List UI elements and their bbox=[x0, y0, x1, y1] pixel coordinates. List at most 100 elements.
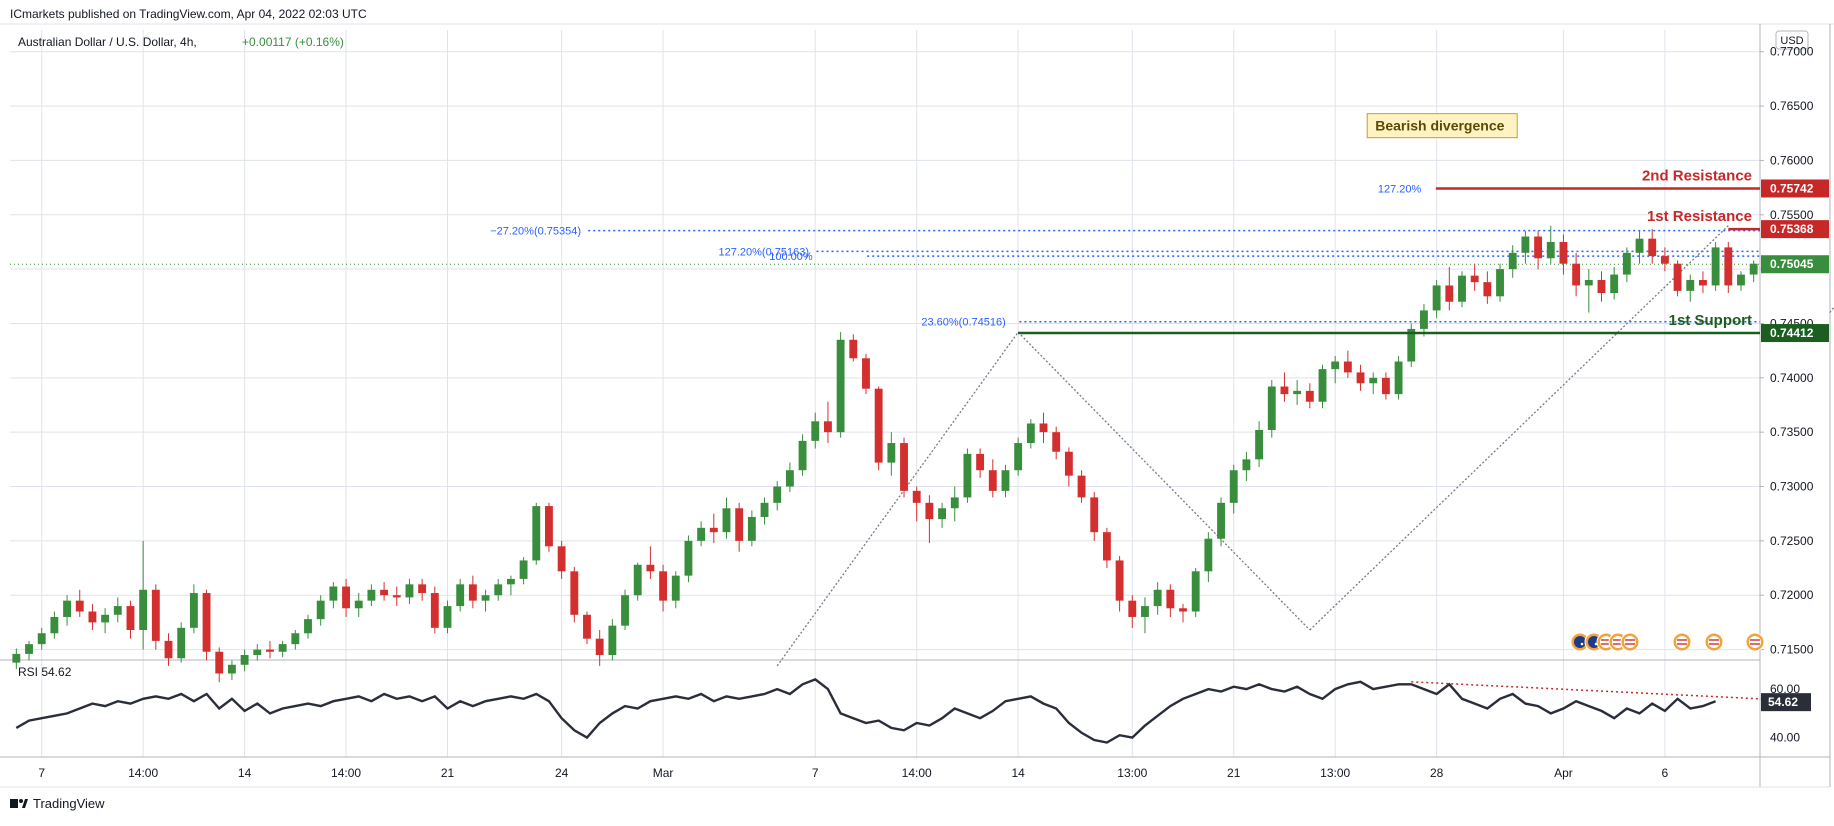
candle bbox=[227, 660, 236, 680]
candle bbox=[1039, 412, 1048, 444]
au-flag-icon[interactable] bbox=[1570, 632, 1590, 652]
candle-body bbox=[380, 589, 389, 596]
candle-body bbox=[1141, 606, 1149, 617]
candle-body bbox=[570, 571, 579, 615]
candle bbox=[1343, 350, 1352, 378]
candle-body bbox=[37, 633, 46, 645]
price-tick-label: 0.72000 bbox=[1770, 588, 1814, 602]
footer-brand[interactable]: TradingView bbox=[10, 796, 105, 811]
us-flag-icon[interactable] bbox=[1745, 632, 1765, 652]
candle-body bbox=[227, 664, 236, 674]
currency-badge[interactable]: USD bbox=[1775, 30, 1809, 50]
candle bbox=[1077, 470, 1086, 503]
candle-body bbox=[189, 593, 198, 628]
candle bbox=[1166, 584, 1175, 617]
candle bbox=[1699, 271, 1707, 294]
candle-body bbox=[456, 584, 465, 607]
time-tick-label: 14:00 bbox=[128, 766, 158, 780]
candle-body bbox=[1204, 538, 1213, 572]
candle bbox=[1052, 426, 1061, 460]
candle-body bbox=[494, 584, 503, 596]
event-flags[interactable] bbox=[1570, 632, 1765, 652]
candle-body bbox=[1128, 600, 1137, 617]
candle-body bbox=[405, 584, 414, 598]
candle-body bbox=[1280, 386, 1289, 395]
bearish-divergence-note: Bearish divergence bbox=[1366, 113, 1518, 139]
time-tick-label: 6 bbox=[1662, 766, 1669, 780]
currency-label: USD bbox=[1780, 35, 1803, 47]
candle bbox=[1648, 228, 1657, 264]
candle bbox=[1610, 266, 1619, 300]
price-tag-bg bbox=[1761, 324, 1829, 343]
candle bbox=[671, 571, 680, 609]
candle-body bbox=[1305, 390, 1314, 402]
us-flag-icon[interactable] bbox=[1672, 632, 1692, 652]
candle bbox=[633, 562, 642, 601]
candle bbox=[215, 647, 224, 683]
candle bbox=[785, 462, 794, 492]
time-axis[interactable]: 7 14:00 14 14:00 21 24 Mar 7 14:00 14 13:00 21 13:00… bbox=[38, 766, 1668, 780]
candle-body bbox=[988, 470, 997, 491]
candle bbox=[240, 649, 249, 672]
candle bbox=[75, 589, 84, 617]
candle bbox=[976, 448, 985, 478]
candle-body bbox=[1381, 377, 1390, 395]
candle-body bbox=[1001, 470, 1010, 491]
candle-body bbox=[697, 527, 706, 541]
candle-body bbox=[481, 595, 490, 601]
candle-body bbox=[1597, 280, 1606, 294]
rsi-value-tag[interactable]: 54.62 bbox=[1761, 693, 1811, 712]
candle-body bbox=[722, 508, 731, 533]
candle-body bbox=[1318, 369, 1327, 402]
candle bbox=[1521, 231, 1530, 264]
price-tag-0.75368[interactable]: 0.75368 bbox=[1761, 220, 1829, 239]
candle-body bbox=[1496, 269, 1504, 297]
candle-body bbox=[1737, 274, 1745, 286]
us-flag-icon[interactable] bbox=[1620, 632, 1640, 652]
candle-body bbox=[773, 486, 782, 503]
candle-body bbox=[25, 644, 33, 654]
price-tag-0.74412[interactable]: 0.74412 bbox=[1761, 324, 1829, 343]
candle bbox=[1673, 260, 1682, 297]
price-tick-label: 0.75500 bbox=[1770, 208, 1814, 222]
candle bbox=[418, 578, 427, 601]
candle-body bbox=[938, 508, 946, 520]
candle bbox=[1381, 372, 1390, 400]
candle-body bbox=[1534, 236, 1543, 259]
price-axis[interactable]: 0.770000.765000.760000.755000.750000.745… bbox=[1760, 45, 1814, 657]
price-tag-0.75742[interactable]: 0.75742 bbox=[1761, 179, 1829, 198]
candle-body bbox=[1686, 280, 1695, 291]
time-tick-label: 13:00 bbox=[1320, 766, 1350, 780]
candle-body bbox=[1508, 252, 1517, 270]
candle-body bbox=[1331, 361, 1340, 370]
candle bbox=[392, 586, 401, 607]
candle-body bbox=[595, 638, 604, 655]
price-tick-label: 0.76000 bbox=[1770, 153, 1814, 167]
price-tag-text: 0.74412 bbox=[1770, 326, 1814, 340]
price-tick-label: 0.73500 bbox=[1770, 425, 1814, 439]
candle bbox=[519, 557, 528, 585]
candle-body bbox=[836, 339, 845, 433]
candle bbox=[1635, 231, 1644, 264]
candle bbox=[1686, 274, 1695, 302]
candle bbox=[37, 627, 46, 650]
candle-body bbox=[608, 625, 617, 655]
candle-body bbox=[316, 600, 325, 620]
us-flag-icon[interactable] bbox=[1704, 632, 1724, 652]
candle-body bbox=[1077, 475, 1086, 498]
candle-body bbox=[583, 614, 591, 639]
candle-body bbox=[63, 600, 71, 617]
candle bbox=[773, 481, 782, 511]
candle-body bbox=[912, 490, 921, 503]
candle-body bbox=[1026, 423, 1035, 444]
candle bbox=[1711, 241, 1720, 291]
candle bbox=[1242, 451, 1251, 482]
price-tag-0.75045[interactable]: 0.75045 bbox=[1761, 255, 1829, 274]
candle-body bbox=[1102, 532, 1111, 561]
flag-fill bbox=[1749, 636, 1761, 648]
candle bbox=[1508, 245, 1517, 278]
candle bbox=[912, 486, 921, 522]
candle-body bbox=[1445, 285, 1454, 302]
price-tick-label: 0.76500 bbox=[1770, 99, 1814, 113]
